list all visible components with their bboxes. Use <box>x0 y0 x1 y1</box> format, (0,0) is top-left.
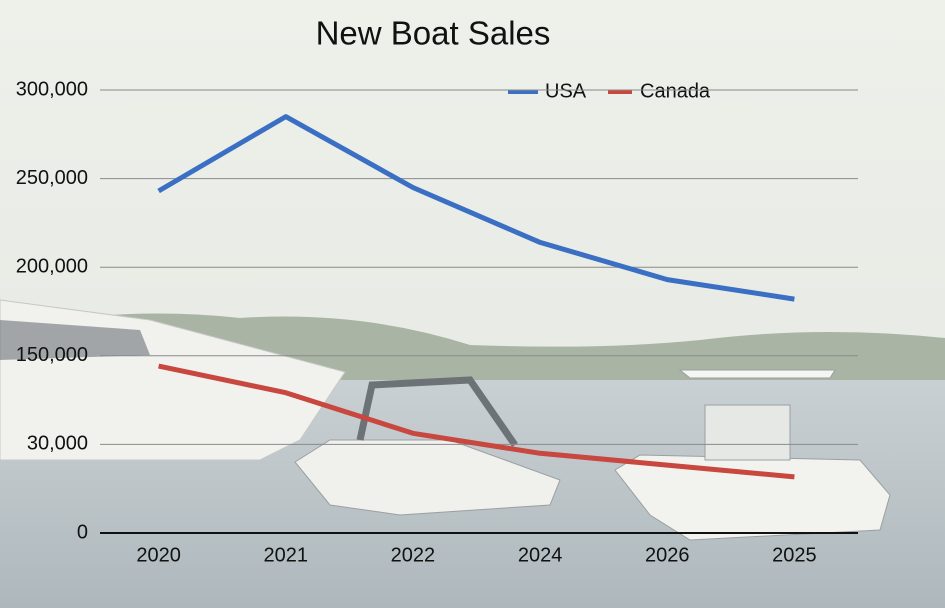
legend-label: USA <box>545 80 587 102</box>
x-tick-label: 2024 <box>518 544 563 566</box>
x-tick-label: 2022 <box>391 544 436 566</box>
line-series <box>157 114 795 302</box>
line-series <box>158 363 795 480</box>
x-tick-label: 2020 <box>136 544 181 566</box>
y-tick-label: 200,000 <box>16 255 88 277</box>
chart-title: New Boat Sales <box>316 15 551 52</box>
legend-label: Canada <box>640 80 711 102</box>
x-tick-label: 2026 <box>645 544 690 566</box>
x-tick-label: 2021 <box>264 544 309 566</box>
y-tick-label: 0 <box>77 521 88 543</box>
y-tick-label: 300,000 <box>16 78 88 100</box>
y-tick-label: 250,000 <box>16 167 88 189</box>
y-tick-label: 30,000 <box>27 433 88 455</box>
y-tick-label: 150,000 <box>16 344 88 366</box>
x-tick-label: 2025 <box>772 544 817 566</box>
